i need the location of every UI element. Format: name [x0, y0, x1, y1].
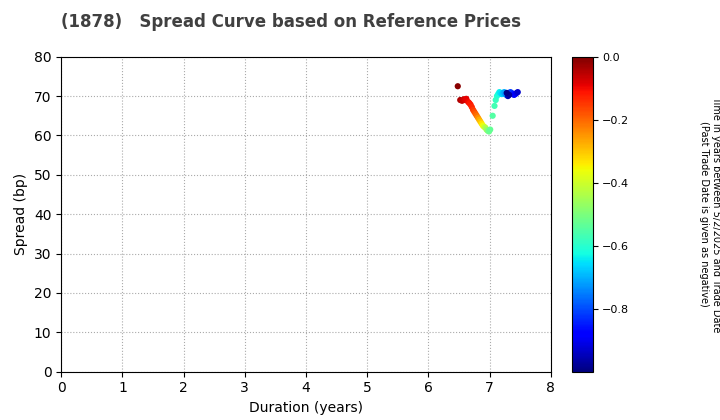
Point [481, 126, 492, 133]
Point [485, 126, 496, 133]
Point [501, 92, 513, 99]
Point [489, 102, 500, 109]
X-axis label: Duration (years): Duration (years) [249, 401, 363, 415]
Point [510, 91, 521, 97]
Text: (1878)   Spread Curve based on Reference Prices: (1878) Spread Curve based on Reference P… [61, 13, 521, 31]
Point [492, 91, 504, 97]
Point [466, 104, 477, 110]
Point [508, 92, 520, 98]
Point [474, 116, 485, 123]
Point [501, 89, 513, 96]
Point [474, 118, 486, 125]
Point [510, 89, 522, 96]
Point [472, 114, 484, 121]
Point [462, 99, 474, 105]
Point [467, 107, 479, 113]
Point [471, 113, 482, 119]
Point [476, 120, 487, 127]
Point [498, 89, 510, 95]
Point [512, 89, 523, 95]
Point [465, 101, 477, 108]
Point [459, 97, 471, 103]
Point [495, 89, 506, 96]
Point [490, 97, 501, 103]
Point [496, 91, 508, 97]
Point [503, 89, 515, 96]
Point [461, 95, 472, 102]
Point [458, 96, 469, 102]
Point [505, 89, 516, 95]
Point [502, 93, 513, 100]
Point [452, 83, 464, 89]
Point [469, 108, 480, 115]
Point [480, 124, 491, 131]
Point [456, 97, 468, 104]
Point [494, 89, 505, 95]
Point [483, 128, 495, 135]
Point [482, 127, 493, 134]
Point [491, 93, 503, 100]
Point [464, 100, 475, 107]
Y-axis label: Time in years between 5/2/2025 and Trade Date
(Past Trade Date is given as negat: Time in years between 5/2/2025 and Trade… [699, 96, 720, 332]
Y-axis label: Spread (bp): Spread (bp) [14, 173, 28, 255]
Point [469, 110, 481, 117]
Point [487, 113, 498, 119]
Point [502, 91, 513, 97]
Point [503, 92, 515, 98]
Point [507, 91, 518, 97]
Point [498, 89, 509, 96]
Point [477, 122, 489, 129]
Point [500, 91, 511, 97]
Point [478, 123, 490, 130]
Point [454, 97, 466, 103]
Point [506, 89, 518, 96]
